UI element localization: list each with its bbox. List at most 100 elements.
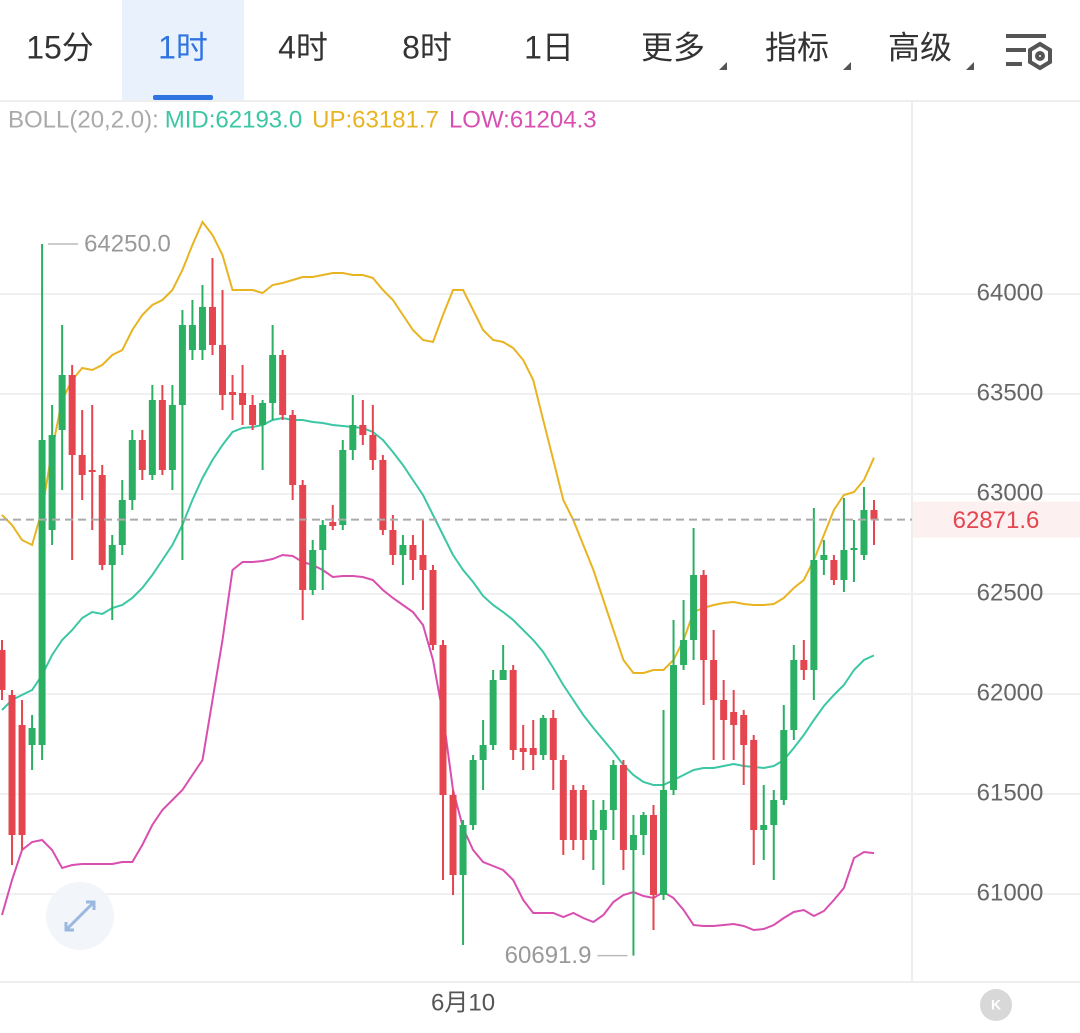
indicator-label: BOLL(20,2.0): — [8, 106, 159, 133]
candle-body — [860, 510, 868, 555]
candle-body — [629, 835, 637, 850]
dropdown-indicator — [966, 62, 974, 70]
candle-body — [178, 325, 186, 405]
settings-icon[interactable] — [1006, 34, 1052, 71]
candle-body — [329, 522, 337, 526]
candle-body — [750, 740, 758, 830]
toolbar: 15分 1时 4时 8时 1日 更多 指标 高级 — [26, 0, 974, 100]
candle-body — [559, 760, 567, 840]
candle-body — [660, 790, 668, 895]
candle-body — [870, 510, 878, 520]
candle-body — [229, 392, 237, 395]
candle-body — [720, 700, 728, 720]
candle-body — [148, 400, 156, 475]
candle-body — [509, 670, 517, 750]
candle-body — [820, 555, 828, 560]
candle-body — [489, 680, 497, 745]
candle-body — [68, 375, 76, 455]
y-tick-label: 64000 — [977, 279, 1044, 306]
candle-body — [249, 405, 257, 425]
tab-label[interactable]: 8时 — [402, 29, 452, 65]
legend-entry: LOW:61204.3 — [449, 106, 597, 133]
candle-body — [830, 560, 838, 580]
candle-body — [108, 545, 116, 565]
candle-body — [589, 830, 597, 840]
svg-text:K: K — [991, 997, 1001, 1013]
candle-body — [539, 718, 547, 755]
candle-body — [38, 440, 46, 745]
candle-body — [219, 345, 227, 395]
candle-body — [339, 450, 347, 525]
candle-body — [840, 550, 848, 580]
candle-body — [299, 485, 307, 590]
candle-body — [730, 712, 738, 725]
candle-body — [239, 393, 247, 405]
active-tab-bg — [122, 0, 244, 100]
tab-label[interactable]: 15分 — [26, 29, 94, 65]
dropdown-indicator — [843, 62, 851, 70]
candle-body — [409, 545, 417, 560]
candle-body — [28, 728, 36, 745]
y-tick-label: 63500 — [977, 379, 1044, 406]
candle-body — [359, 425, 367, 435]
legend-entry: UP:63181.7 — [312, 106, 439, 133]
candle-body — [18, 725, 26, 835]
tab-label[interactable]: 1时 — [158, 29, 208, 65]
candle-body — [690, 575, 698, 640]
candle-body — [499, 670, 507, 680]
tab-label[interactable]: 更多 — [641, 29, 705, 65]
candle-body — [58, 375, 66, 430]
candle-body — [740, 715, 748, 745]
candle-body — [48, 435, 56, 530]
boll-line — [1, 553, 875, 932]
candle-body — [710, 660, 718, 700]
candle-body — [800, 660, 808, 670]
candle-body — [208, 307, 216, 345]
candle-body — [198, 307, 206, 350]
candle-body — [138, 440, 146, 470]
expand-button[interactable] — [46, 882, 114, 950]
plot: 610006150062000625006300063500640006月106… — [0, 220, 1080, 1016]
candle-body — [168, 405, 176, 470]
candle-body — [519, 748, 527, 752]
candle-body — [8, 695, 16, 835]
x-tick-label: 6月10 — [431, 989, 495, 1016]
candle-body — [810, 560, 818, 670]
y-tick-label: 62500 — [977, 579, 1044, 606]
last-price-tag — [913, 501, 1080, 538]
boll-line — [1, 416, 875, 786]
candle-body — [279, 355, 287, 415]
candle-body — [609, 765, 617, 810]
candle-body — [269, 355, 277, 403]
candle-body — [379, 460, 387, 530]
tab-label[interactable]: 4时 — [278, 29, 328, 65]
candle-body — [349, 425, 357, 450]
candle-body — [389, 530, 397, 555]
tab-label[interactable]: 指标 — [765, 29, 829, 65]
tab-label[interactable]: 高级 — [888, 29, 952, 65]
candle-body — [158, 400, 166, 470]
candle-body — [790, 660, 798, 730]
dropdown-indicator — [719, 62, 727, 70]
candle-body — [309, 550, 317, 590]
candle-body — [619, 765, 627, 850]
candle-body — [88, 470, 96, 472]
candle-body — [780, 730, 788, 800]
candle-body — [459, 825, 467, 875]
candle-body — [439, 645, 447, 795]
scroll-end-button[interactable]: K — [980, 989, 1012, 1021]
candle-body — [118, 500, 126, 545]
candle-body — [569, 790, 577, 840]
candle-body — [529, 748, 537, 755]
candle-body — [188, 325, 196, 350]
candle-body — [449, 795, 457, 875]
boll-line — [1, 220, 875, 674]
candle-body — [760, 825, 768, 830]
candle-body — [259, 403, 267, 425]
active-tab-underline — [153, 95, 213, 100]
candle-body — [399, 545, 407, 555]
legend-entry: MID:62193.0 — [165, 106, 302, 133]
tab-label[interactable]: 1日 — [524, 29, 574, 65]
